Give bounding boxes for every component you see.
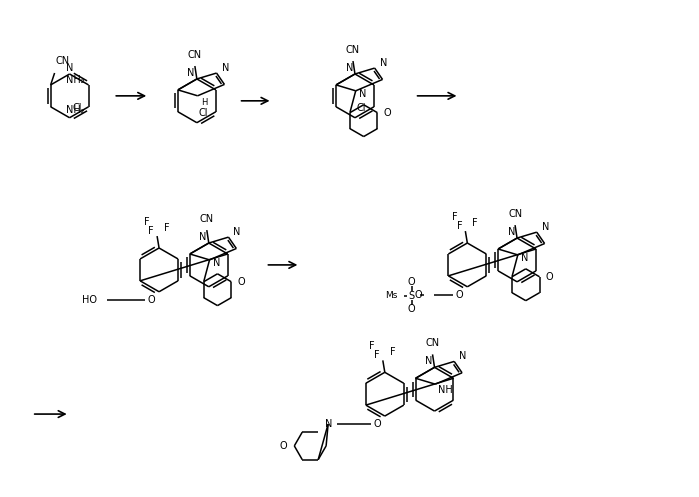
Text: O: O [408, 304, 415, 314]
Text: N: N [66, 63, 73, 73]
Text: F: F [148, 226, 154, 236]
Text: N: N [542, 222, 549, 232]
Text: N: N [222, 63, 229, 73]
Text: O: O [280, 441, 287, 451]
Text: NH₂: NH₂ [66, 105, 84, 115]
Text: N: N [325, 419, 332, 429]
Text: NH: NH [438, 385, 453, 395]
Text: O: O [373, 419, 381, 429]
Text: CN: CN [346, 45, 360, 55]
Text: O: O [408, 277, 415, 287]
Text: N: N [459, 351, 466, 361]
Text: O: O [545, 272, 553, 282]
Text: N: N [507, 227, 515, 237]
Text: F: F [374, 350, 380, 360]
Text: O: O [147, 295, 155, 305]
Text: O: O [384, 108, 391, 118]
Text: Cl: Cl [199, 108, 208, 118]
Text: CN: CN [426, 338, 440, 348]
Text: Ms: Ms [385, 291, 398, 300]
Text: F: F [452, 212, 457, 222]
Text: N: N [359, 89, 366, 99]
Text: F: F [390, 347, 396, 357]
Text: N: N [345, 63, 353, 73]
Text: N: N [199, 232, 207, 242]
Text: H: H [201, 98, 208, 107]
Text: CN: CN [56, 56, 70, 66]
Text: HO: HO [82, 295, 97, 305]
Text: Cl: Cl [356, 103, 366, 113]
Text: O: O [456, 290, 463, 300]
Text: F: F [164, 223, 170, 233]
Text: S: S [409, 291, 415, 301]
Text: CN: CN [508, 209, 522, 219]
Text: CN: CN [188, 50, 202, 60]
Text: NH₂: NH₂ [66, 75, 84, 85]
Text: O: O [237, 277, 245, 287]
Text: F: F [473, 218, 478, 228]
Text: CN: CN [200, 214, 214, 224]
Text: N: N [233, 227, 241, 237]
Text: N: N [521, 253, 528, 263]
Text: Cl: Cl [72, 103, 82, 113]
Text: N: N [380, 58, 387, 68]
Text: F: F [369, 341, 375, 351]
Text: N: N [212, 258, 220, 268]
Text: N: N [187, 68, 195, 78]
Text: N: N [425, 356, 433, 366]
Text: F: F [456, 221, 462, 231]
Text: O: O [415, 290, 423, 300]
Text: F: F [143, 217, 149, 227]
